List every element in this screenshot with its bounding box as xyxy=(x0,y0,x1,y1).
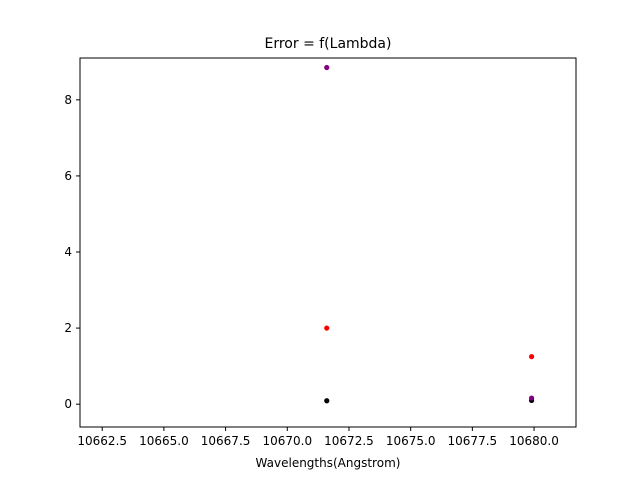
x-tick-label: 10672.5 xyxy=(324,434,374,448)
chart-title: Error = f(Lambda) xyxy=(265,36,392,52)
plot-frame xyxy=(79,57,577,428)
x-tick-label: 10680.0 xyxy=(509,434,559,448)
y-tick-label: 0 xyxy=(64,397,72,411)
data-point xyxy=(324,64,330,71)
x-tick-label: 10662.5 xyxy=(77,434,127,448)
x-tick-label: 10670.0 xyxy=(262,434,312,448)
x-tick-label: 10677.5 xyxy=(448,434,498,448)
data-point xyxy=(528,395,535,401)
y-tick-label: 2 xyxy=(64,321,72,335)
y-tick-label: 6 xyxy=(64,169,72,183)
x-tick-label: 10667.5 xyxy=(201,434,251,448)
x-axis-title: Wavelengths(Angstrom) xyxy=(256,456,401,470)
y-tick-label: 8 xyxy=(64,93,72,107)
y-tick-label: 4 xyxy=(64,245,72,259)
plot-area: 10662.5 10665.0 10667.5 10670.0 10672.5 10675… xyxy=(64,64,559,448)
x-tick-label: 10665.0 xyxy=(139,434,189,448)
data-point xyxy=(528,354,535,360)
data-point xyxy=(324,398,330,404)
data-point xyxy=(324,325,330,331)
x-tick-label: 10675.0 xyxy=(386,434,436,448)
